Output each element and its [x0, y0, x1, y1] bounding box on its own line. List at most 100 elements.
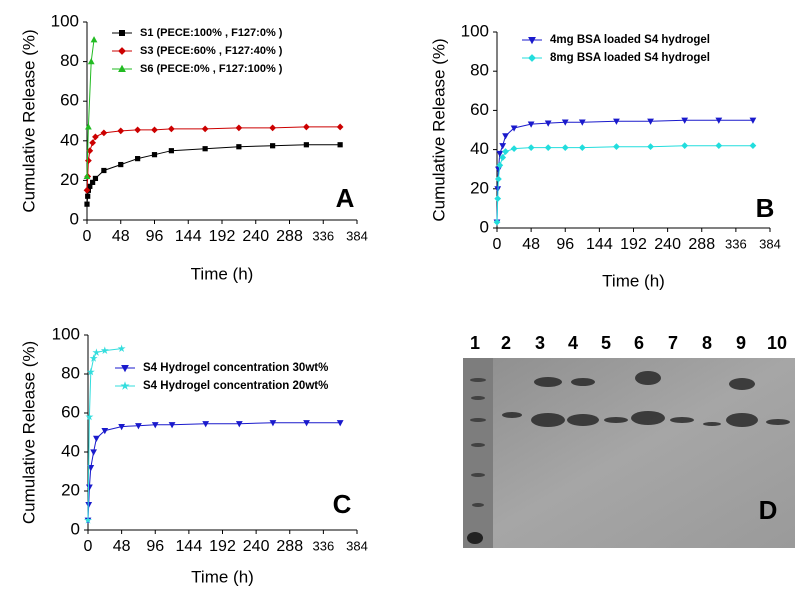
x-tick-label: 144: [586, 236, 613, 253]
y-axis-label: Cumulative Release (%): [429, 38, 448, 221]
data-point: [269, 420, 277, 427]
y-tick-label: 0: [480, 217, 489, 236]
legend-label: 4mg BSA loaded S4 hydrogel: [550, 34, 710, 46]
y-axis-label: Cumulative Release (%): [19, 29, 38, 212]
data-point: [85, 123, 92, 130]
lane-label: 7: [668, 333, 678, 353]
x-axis-label: Time (h): [191, 264, 254, 283]
x-tick-label: 240: [243, 538, 270, 555]
data-point: [235, 421, 243, 428]
data-point: [647, 118, 654, 125]
data-point: [494, 195, 502, 202]
x-tick-label: 336: [725, 236, 747, 251]
y-tick-label: 20: [61, 480, 80, 499]
data-point: [202, 146, 208, 152]
x-tick-label: 96: [556, 236, 574, 253]
data-point: [303, 142, 309, 148]
data-point: [302, 123, 310, 131]
y-tick-label: 60: [470, 100, 489, 119]
lane-label: 1: [470, 333, 480, 353]
data-point: [151, 422, 159, 429]
lane-label: 4: [568, 333, 578, 353]
x-tick-label: 0: [84, 538, 93, 555]
y-tick-label: 20: [470, 178, 489, 197]
data-point: [527, 144, 535, 152]
data-point: [496, 161, 504, 169]
y-axis-label: Cumulative Release (%): [19, 341, 38, 524]
x-tick-label: 48: [522, 236, 540, 253]
y-tick-label: 60: [61, 402, 80, 421]
legend-marker: [118, 64, 126, 72]
data-point: [303, 420, 310, 427]
data-point: [168, 148, 174, 154]
legend-marker: [528, 54, 536, 62]
x-tick-label: 288: [276, 228, 303, 245]
data-point: [151, 152, 158, 158]
data-point: [86, 484, 93, 491]
legend-marker: [120, 381, 130, 390]
lane-label: 3: [535, 333, 545, 353]
data-point: [236, 144, 242, 150]
series-line: [87, 422, 341, 521]
lane-label: 8: [702, 333, 712, 353]
legend-marker: [121, 365, 129, 373]
data-point: [647, 143, 654, 151]
data-point: [100, 129, 108, 137]
data-point: [85, 157, 92, 164]
legend-label: S3 (PECE:60% , F127:40% ): [140, 45, 283, 57]
data-point: [83, 172, 91, 180]
data-point: [496, 150, 504, 158]
x-tick-label: 240: [242, 228, 269, 245]
panel-label: C: [333, 489, 352, 519]
x-tick-label: 384: [346, 538, 368, 553]
data-point: [527, 121, 535, 128]
series-line: [87, 348, 122, 521]
data-point: [202, 421, 210, 428]
data-point: [502, 148, 509, 155]
x-tick-label: 288: [276, 538, 303, 555]
data-point: [90, 449, 97, 456]
data-point: [87, 57, 95, 65]
data-point: [613, 118, 620, 125]
data-point: [135, 423, 142, 430]
data-point: [337, 142, 343, 148]
data-point: [118, 161, 124, 168]
x-tick-label: 384: [346, 228, 368, 243]
x-axis-label: Time (h): [602, 271, 665, 290]
legend-label: S1 (PECE:100% , F127:0% ): [140, 27, 283, 39]
x-tick-label: 0: [83, 228, 92, 245]
lane-label: 5: [601, 333, 611, 353]
data-point: [85, 412, 94, 421]
data-point: [715, 142, 723, 150]
data-point: [681, 117, 689, 124]
y-tick-label: 0: [70, 209, 79, 228]
data-point: [117, 344, 126, 352]
lane-label: 6: [634, 333, 644, 353]
x-tick-label: 192: [209, 228, 236, 245]
data-point: [92, 348, 101, 356]
y-tick-label: 80: [60, 51, 79, 70]
panel-label: A: [336, 183, 355, 213]
data-point: [510, 145, 518, 152]
y-tick-label: 20: [60, 170, 79, 189]
data-point: [93, 435, 100, 442]
data-point: [493, 218, 501, 226]
y-tick-label: 100: [461, 21, 489, 40]
lane-label: 9: [736, 333, 746, 353]
data-point: [613, 143, 620, 151]
data-point: [502, 133, 509, 140]
data-point: [544, 144, 552, 152]
data-point: [83, 186, 91, 194]
legend-label: S6 (PECE:0% , F127:100% ): [140, 63, 283, 75]
x-tick-label: 48: [113, 538, 131, 555]
data-point: [101, 427, 109, 435]
data-point: [89, 354, 98, 362]
data-point: [87, 183, 93, 189]
data-point: [89, 139, 97, 147]
lane-label: 10: [767, 333, 787, 353]
data-point: [681, 142, 689, 150]
data-point: [544, 120, 552, 127]
data-point: [84, 516, 92, 524]
panel-label: D: [759, 495, 778, 525]
